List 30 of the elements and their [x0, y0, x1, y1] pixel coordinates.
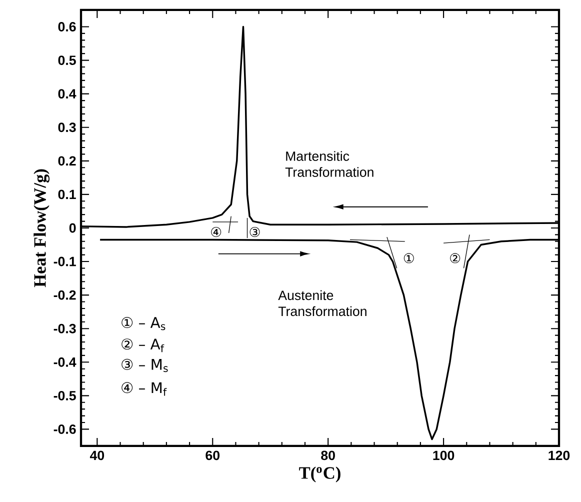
y-axis-title: Heat Flow(W/g)	[34, 169, 50, 288]
x-tick-label: 40	[90, 450, 104, 460]
y-tick-label: -0.3	[54, 324, 76, 334]
annotation: Martensitic Transformation	[285, 151, 374, 177]
annotation: ①	[404, 253, 414, 264]
y-tick-label: -0.2	[54, 290, 76, 300]
y-tick-label: -0.4	[54, 357, 76, 367]
y-tick-label: 0.5	[58, 56, 76, 66]
x-tick-label: 60	[206, 450, 220, 460]
y-tick-label: -0.6	[54, 424, 76, 434]
x-tick-label: 100	[433, 450, 454, 460]
annotation: ③	[250, 227, 260, 237]
x-tick-label: 80	[321, 450, 335, 460]
annotation: ③ – M$_{s}$	[122, 358, 168, 372]
y-tick-label: 0.6	[58, 22, 76, 32]
y-tick-label: 0.2	[58, 156, 76, 166]
x-axis-title: T($^{o}$C)	[299, 466, 340, 482]
annotation: ④ – M$_{f}$	[122, 382, 167, 396]
annotation: ④	[211, 227, 222, 237]
annotation: ②	[450, 253, 460, 264]
annotation: ② – A$_{f}$	[122, 338, 164, 352]
y-tick-label: -0.1	[54, 256, 76, 266]
annotation: ① – A$_{s}$	[122, 316, 166, 330]
y-tick-label: -0.5	[54, 390, 76, 400]
y-tick-label: 0	[69, 223, 76, 233]
annotation: Austenite Transformation	[278, 290, 366, 316]
y-tick-label: 0.3	[58, 122, 76, 132]
y-tick-label: 0.4	[58, 89, 76, 99]
y-tick-label: 0.1	[58, 190, 76, 200]
x-tick-label: 120	[548, 450, 570, 460]
